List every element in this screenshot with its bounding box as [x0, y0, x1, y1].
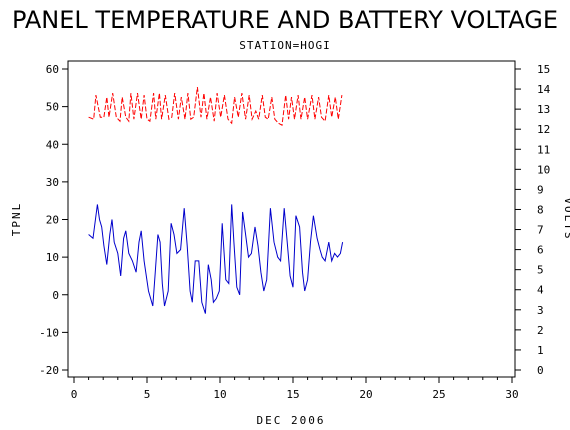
series-layer — [88, 87, 344, 314]
y2-tick-label: 3 — [537, 304, 544, 317]
y-tick-label: 30 — [46, 176, 59, 189]
y-tick-label: 40 — [46, 138, 59, 151]
y2-tick-label: 10 — [537, 163, 550, 176]
battery-voltage-line — [88, 87, 343, 126]
y2-tick-label: 4 — [537, 284, 544, 297]
y-tick-label: 0 — [52, 289, 59, 302]
y2-tick-label: 8 — [537, 203, 544, 216]
y2-tick-label: 7 — [537, 224, 544, 237]
chart-subtitle: STATION=HOGI — [239, 39, 330, 52]
y2-tick-label: 5 — [537, 264, 544, 277]
x-tick-label: 25 — [432, 388, 445, 401]
y2-tick-label: 15 — [537, 63, 550, 76]
y2-tick-label: 11 — [537, 143, 550, 156]
x-tick-label: 15 — [286, 388, 299, 401]
y2-tick-label: 2 — [537, 324, 544, 337]
y-tick-label: 50 — [46, 101, 59, 114]
y-tick-label: 20 — [46, 214, 59, 227]
plot-frame — [67, 60, 516, 378]
x-tick-label: 0 — [71, 388, 78, 401]
y2-tick-label: 14 — [537, 83, 551, 96]
y2-tick-label: 9 — [537, 183, 544, 196]
x-tick-label: 10 — [213, 388, 226, 401]
y2-axis-label: VOLTS — [562, 197, 570, 240]
y2-tick-label: 6 — [537, 244, 544, 257]
y-tick-label: -20 — [39, 364, 59, 377]
y2-tick-label: 13 — [537, 103, 550, 116]
y2-tick-label: 0 — [537, 364, 544, 377]
x-axis-label: DEC 2006 — [257, 414, 326, 427]
y2-tick-label: 12 — [537, 123, 550, 136]
y-axis-label: TPNL — [10, 202, 23, 237]
y-axis-left: -20 -10 0 10 20 30 40 50 60 — [39, 63, 68, 377]
x-axis: 0 5 10 15 20 25 30 — [71, 377, 519, 401]
y2-tick-label: 1 — [537, 344, 544, 357]
x-tick-label: 20 — [359, 388, 372, 401]
y-tick-label: -10 — [39, 326, 59, 339]
y-tick-label: 10 — [46, 251, 59, 264]
x-tick-label: 30 — [505, 388, 518, 401]
panel-temperature-line — [88, 204, 344, 314]
chart-title: PANEL TEMPERATURE AND BATTERY VOLTAGE — [12, 6, 558, 34]
y-tick-label: 60 — [46, 63, 59, 76]
x-tick-label: 5 — [144, 388, 151, 401]
